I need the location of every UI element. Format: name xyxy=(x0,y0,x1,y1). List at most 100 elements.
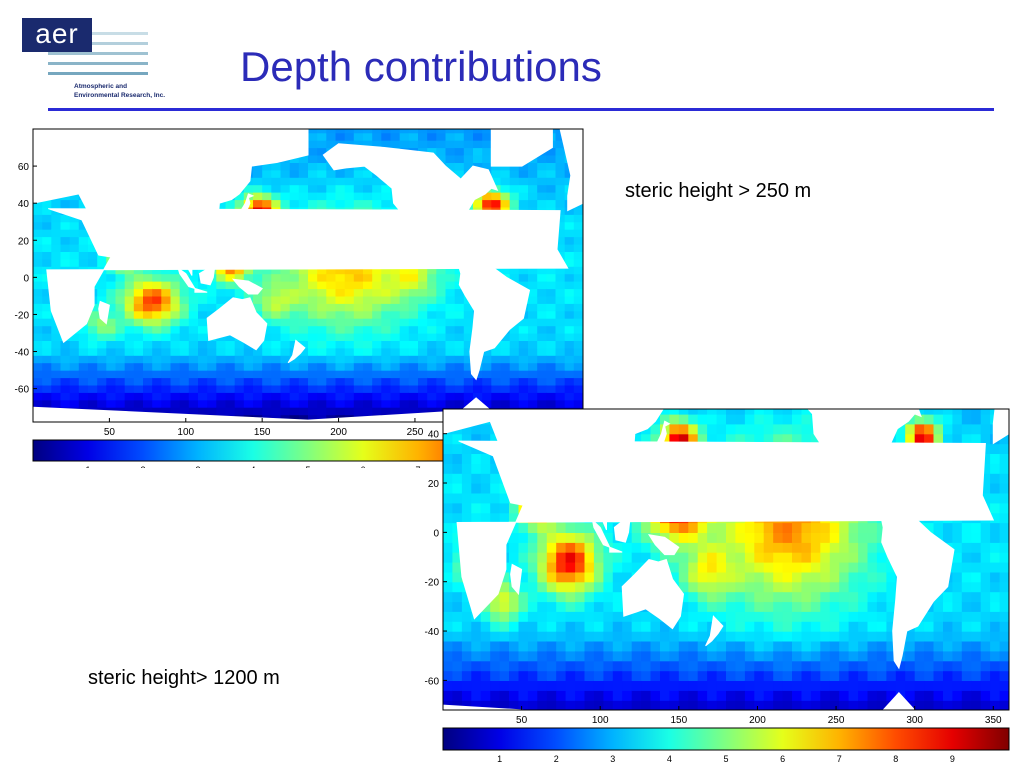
map1-field-cell xyxy=(326,140,337,149)
map2-field-cell xyxy=(631,532,642,543)
map2-field-cell xyxy=(839,631,850,642)
map1-field-cell xyxy=(573,295,583,304)
map1-field-cell xyxy=(271,340,282,349)
map1-field-cell xyxy=(170,362,181,371)
map1-field-cell xyxy=(573,362,583,371)
map1-field-cell xyxy=(353,177,364,186)
map1-field-cell xyxy=(418,399,428,408)
map1-field-cell xyxy=(317,362,327,371)
map2-field-cell xyxy=(876,640,887,652)
map2-field-cell xyxy=(763,690,774,701)
map1-field-cell xyxy=(482,162,492,171)
map2-field-cell xyxy=(575,700,586,710)
map2-field-cell xyxy=(886,690,897,701)
map2-field-cell xyxy=(622,611,633,622)
map1-field-cell xyxy=(33,303,43,312)
map2-field-cell xyxy=(876,670,887,681)
map1-field-cell xyxy=(317,129,327,134)
map1-field-cell xyxy=(234,273,245,282)
map1-field-cell xyxy=(445,333,456,341)
map2-field-cell xyxy=(471,631,482,642)
map1-field-cell xyxy=(317,392,327,401)
map1-field-cell xyxy=(234,266,245,275)
map2-field-cell xyxy=(697,650,708,662)
map1-field-cell xyxy=(308,281,318,290)
map1-field-cell xyxy=(88,244,98,252)
map1-field-cell xyxy=(482,140,492,149)
map1-field-cell xyxy=(298,281,309,290)
map2-field-cell xyxy=(593,542,604,553)
map1-field-cell xyxy=(436,377,447,386)
map1-field-cell xyxy=(381,362,392,371)
map1-field-cell xyxy=(500,192,511,201)
map1-field-cell xyxy=(124,370,135,379)
map1-field-cell xyxy=(262,377,272,386)
map1-field-cell xyxy=(353,169,364,178)
map2-field-cell xyxy=(961,532,972,543)
map1-field-cell xyxy=(427,362,437,371)
map1-field-cell xyxy=(207,303,217,312)
map2-field-cell xyxy=(773,640,784,652)
map2-field-cell xyxy=(518,680,529,691)
map2-field-cell xyxy=(499,502,510,514)
map1-field-cell xyxy=(427,399,437,408)
map2-field-cell xyxy=(943,690,953,701)
map1-field-cell xyxy=(344,407,355,416)
map1-field-cell xyxy=(317,377,327,386)
map1-field-cell xyxy=(253,407,263,416)
map1-field-cell xyxy=(537,377,547,386)
map2-field-cell xyxy=(471,512,482,524)
map1-field-cell xyxy=(308,347,318,356)
map2-field-cell xyxy=(999,512,1009,524)
map1-x-tick-label: 200 xyxy=(330,427,347,438)
map2-field-cell xyxy=(518,690,529,701)
map1-field-cell xyxy=(555,273,566,282)
map2-field-cell xyxy=(905,660,916,672)
map1-field-cell xyxy=(381,281,392,290)
map1-field-cell xyxy=(262,184,272,193)
map2-field-cell xyxy=(744,571,755,583)
map1-field-cell xyxy=(482,155,492,163)
map2-field-cell xyxy=(735,409,746,415)
map2-field-cell xyxy=(801,611,812,622)
map2-field-cell xyxy=(584,552,595,563)
map1-field-cell xyxy=(133,407,144,416)
map1-field-cell xyxy=(335,392,346,401)
map2-field-cell xyxy=(933,680,944,691)
map2-field-cell xyxy=(810,601,821,612)
map2-field-cell xyxy=(905,680,916,691)
map1-field-cell xyxy=(399,266,410,275)
map1-field-cell xyxy=(298,407,309,416)
map1-field-cell xyxy=(555,318,566,327)
map2-field-cell xyxy=(490,433,501,445)
map1-field-cell xyxy=(399,288,410,297)
map2-field-cell xyxy=(839,670,850,681)
map2-field-cell xyxy=(810,571,821,583)
map2-field-cell xyxy=(452,640,463,652)
map1-field-cell xyxy=(555,162,566,171)
map2-field-cell xyxy=(782,591,793,603)
map1-field-cell xyxy=(363,310,373,319)
map1-field-cell xyxy=(298,295,309,304)
map1-field-cell xyxy=(188,325,199,334)
map2-field-cell xyxy=(895,423,906,435)
map1-field-cell xyxy=(390,362,401,371)
map2-field-cell xyxy=(490,502,501,514)
map1-field-cell xyxy=(308,407,318,416)
map1-field-cell xyxy=(271,199,282,208)
map1-field-cell xyxy=(445,384,456,393)
map2-field-cell xyxy=(509,502,519,514)
map1-field-cell xyxy=(198,384,208,393)
map2-field-cell xyxy=(744,423,755,435)
map2-field-cell xyxy=(839,660,850,672)
map1-field-cell xyxy=(436,392,447,401)
map1-field-cell xyxy=(381,333,392,341)
map2-field-cell xyxy=(961,680,972,691)
map1-field-cell xyxy=(537,318,547,327)
map1-field-cell xyxy=(308,355,318,364)
map1-field-cell xyxy=(335,362,346,371)
map1-field-cell xyxy=(326,333,337,341)
map1-field-cell xyxy=(225,384,236,393)
map1-field-cell xyxy=(152,407,162,416)
